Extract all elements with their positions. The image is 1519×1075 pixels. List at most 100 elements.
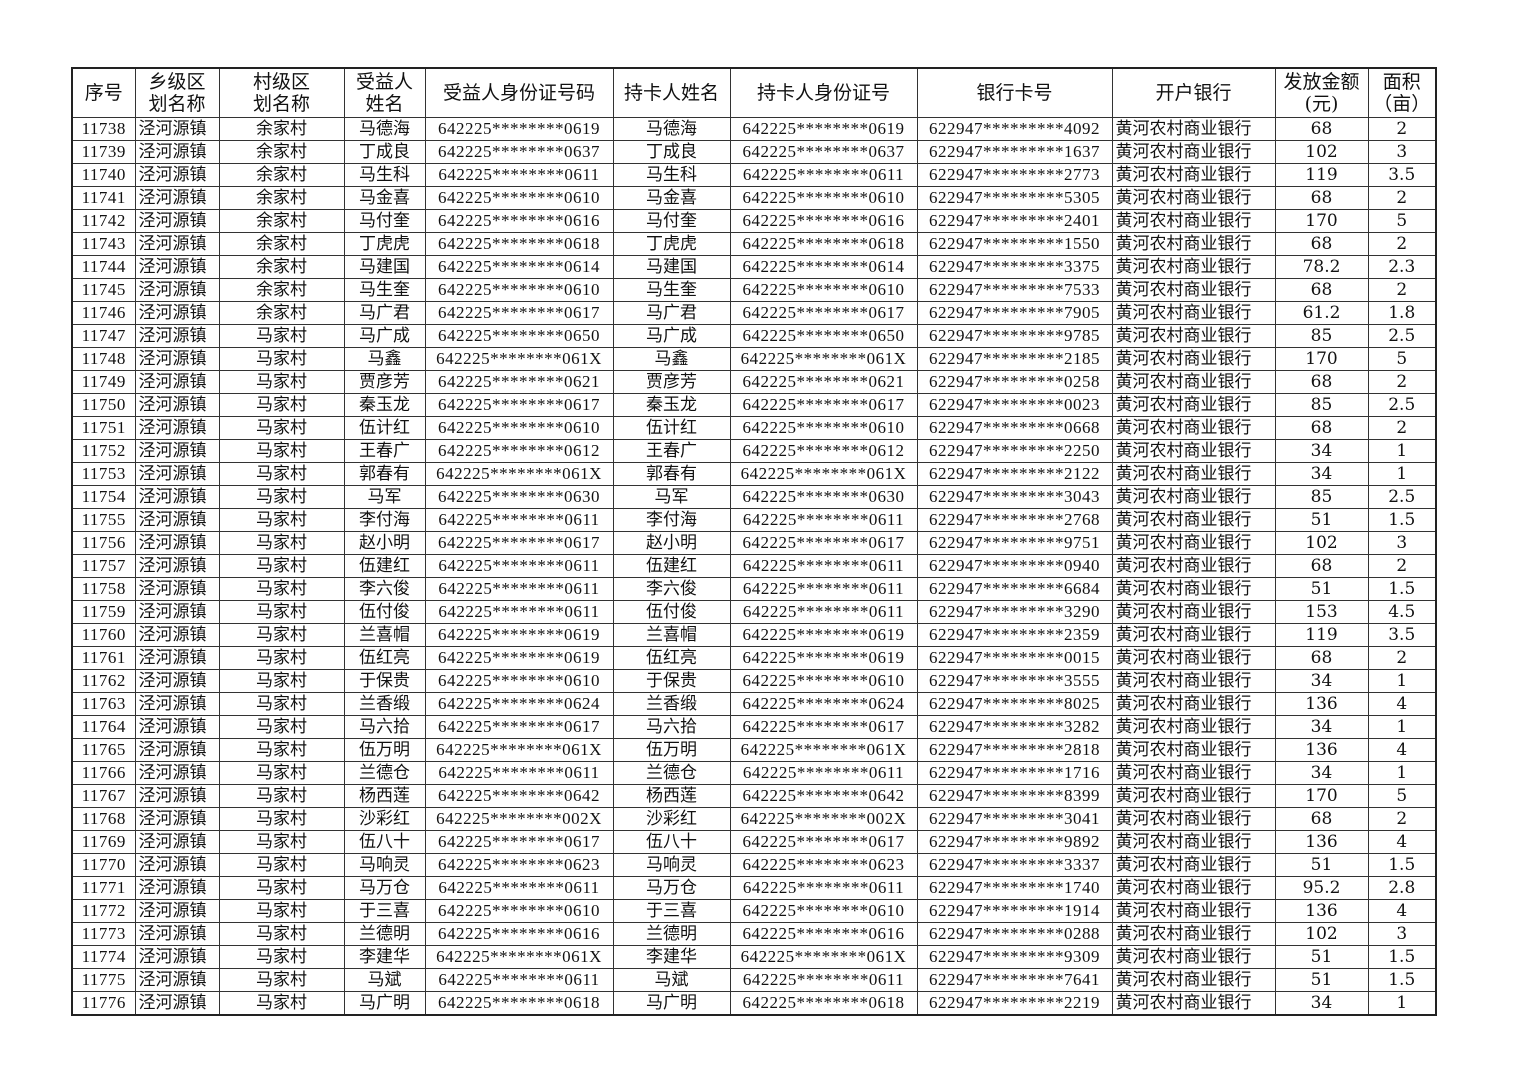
table-row: 11765 泾河源镇 马家村 伍万明 642225********061X 伍万明 6422… [71,738,1437,762]
cell-amount: 51 [1274,508,1369,532]
cell-township: 泾河源镇 [134,554,220,578]
cell-cardholder-id: 642225********0616 [729,922,918,946]
cell-beneficiary-name: 马生科 [343,163,426,187]
cell-beneficiary-name: 伍八十 [343,830,426,854]
table-row: 11755 泾河源镇 马家村 李付海 642225********0611 李付海 6422… [71,508,1437,532]
cell-beneficiary-name: 马响灵 [343,853,426,877]
cell-amount: 85 [1274,324,1369,348]
table-row: 11747 泾河源镇 马家村 马广成 642225********0650 马广成 6422… [71,324,1437,348]
cell-amount: 136 [1274,738,1369,762]
cell-beneficiary-name: 秦玉龙 [343,393,426,417]
cell-beneficiary-id: 642225********0630 [424,485,614,509]
cell-cardholder-id: 642225********0621 [729,370,918,394]
cell-amount: 34 [1274,669,1369,693]
cell-area: 5 [1367,784,1437,808]
table-row: 11762 泾河源镇 马家村 于保贵 642225********0610 于保贵 6422… [71,669,1437,693]
cell-bank: 黄河农村商业银行 [1111,117,1276,141]
cell-township: 泾河源镇 [134,370,220,394]
cell-beneficiary-name: 于保贵 [343,669,426,693]
cell-area: 3 [1367,531,1437,555]
cell-cardholder-id: 642225********0611 [729,508,918,532]
cell-cardholder-id: 642225********0612 [729,439,918,463]
cell-beneficiary-name: 伍万明 [343,738,426,762]
cell-village: 余家村 [218,255,345,279]
table-row: 11760 泾河源镇 马家村 兰喜帽 642225********0619 兰喜帽 6422… [71,623,1437,647]
cell-bank: 黄河农村商业银行 [1111,186,1276,210]
cell-area: 1 [1367,439,1437,463]
cell-cardholder-name: 李付海 [612,508,731,532]
table-row: 11775 泾河源镇 马家村 马斌 642225********0611 马斌 642225… [71,968,1437,992]
cell-township: 泾河源镇 [134,186,220,210]
cell-area: 2 [1367,416,1437,440]
cell-bank: 黄河农村商业银行 [1111,531,1276,555]
cell-cardholder-name: 马斌 [612,968,731,992]
cell-area: 2 [1367,807,1437,831]
cell-beneficiary-id: 642225********0618 [424,991,614,1016]
cell-beneficiary-id: 642225********0611 [424,600,614,624]
cell-beneficiary-id: 642225********0619 [424,117,614,141]
cell-township: 泾河源镇 [134,945,220,969]
cell-bank: 黄河农村商业银行 [1111,439,1276,463]
cell-beneficiary-name: 马广君 [343,301,426,325]
cell-bank-card-number: 622947*********2359 [916,623,1113,647]
cell-seq: 11754 [71,485,136,509]
cell-beneficiary-id: 642225********0611 [424,554,614,578]
cell-village: 马家村 [218,462,345,486]
cell-seq: 11755 [71,508,136,532]
cell-seq: 11769 [71,830,136,854]
cell-village: 马家村 [218,807,345,831]
cell-area: 2 [1367,278,1437,302]
cell-township: 泾河源镇 [134,416,220,440]
cell-seq: 11761 [71,646,136,670]
cell-village: 马家村 [218,991,345,1016]
cell-amount: 68 [1274,278,1369,302]
table-row: 11773 泾河源镇 马家村 兰德明 642225********0616 兰德明 6422… [71,922,1437,946]
cell-cardholder-id: 642225********0610 [729,278,918,302]
cell-seq: 11764 [71,715,136,739]
cell-cardholder-id: 642225********0642 [729,784,918,808]
cell-village: 马家村 [218,761,345,785]
cell-bank-card-number: 622947*********7641 [916,968,1113,992]
cell-township: 泾河源镇 [134,715,220,739]
cell-township: 泾河源镇 [134,393,220,417]
cell-seq: 11767 [71,784,136,808]
table-row: 11746 泾河源镇 余家村 马广君 642225********0617 马广君 6422… [71,301,1437,325]
cell-village: 马家村 [218,370,345,394]
cell-area: 1 [1367,991,1437,1016]
cell-beneficiary-name: 李建华 [343,945,426,969]
cell-cardholder-name: 马六拾 [612,715,731,739]
table-row: 11768 泾河源镇 马家村 沙彩红 642225********002X 沙彩红 6422… [71,807,1437,831]
cell-cardholder-id: 642225********061X [729,462,918,486]
table-row: 11744 泾河源镇 余家村 马建国 642225********0614 马建国 6422… [71,255,1437,279]
cell-bank: 黄河农村商业银行 [1111,807,1276,831]
cell-area: 4 [1367,738,1437,762]
cell-area: 2 [1367,232,1437,256]
table-row: 11742 泾河源镇 余家村 马付奎 642225********0616 马付奎 6422… [71,209,1437,233]
cell-cardholder-name: 马广明 [612,991,731,1016]
cell-amount: 153 [1274,600,1369,624]
cell-township: 泾河源镇 [134,531,220,555]
cell-seq: 11741 [71,186,136,210]
table-row: 11757 泾河源镇 马家村 伍建红 642225********0611 伍建红 6422… [71,554,1437,578]
cell-bank: 黄河农村商业银行 [1111,508,1276,532]
cell-bank: 黄河农村商业银行 [1111,370,1276,394]
cell-beneficiary-name: 兰德仓 [343,761,426,785]
table-row: 11745 泾河源镇 余家村 马生奎 642225********0610 马生奎 6422… [71,278,1437,302]
cell-township: 泾河源镇 [134,899,220,923]
cell-amount: 95.2 [1274,876,1369,900]
cell-beneficiary-name: 李付海 [343,508,426,532]
cell-seq: 11739 [71,140,136,164]
column-header-bank-card-number: 银行卡号 [916,67,1113,118]
table-row: 11758 泾河源镇 马家村 李六俊 642225********0611 李六俊 6422… [71,577,1437,601]
cell-bank-card-number: 622947*********5305 [916,186,1113,210]
cell-amount: 68 [1274,807,1369,831]
column-header-seq: 序号 [71,67,136,118]
cell-village: 马家村 [218,738,345,762]
cell-beneficiary-name: 马斌 [343,968,426,992]
cell-beneficiary-id: 642225********0617 [424,830,614,854]
cell-village: 马家村 [218,439,345,463]
cell-village: 余家村 [218,117,345,141]
cell-township: 泾河源镇 [134,669,220,693]
cell-beneficiary-id: 642225********0621 [424,370,614,394]
cell-township: 泾河源镇 [134,209,220,233]
